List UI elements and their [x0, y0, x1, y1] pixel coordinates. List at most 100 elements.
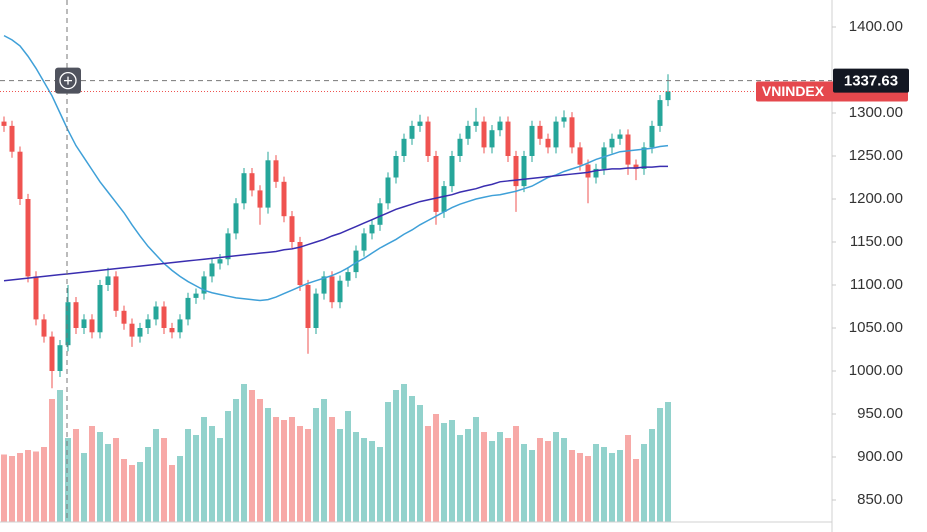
- volume-bar: [105, 444, 111, 522]
- volume-bar: [329, 417, 335, 522]
- candle-body: [113, 276, 119, 311]
- volume-bar: [465, 429, 471, 522]
- candle-body: [289, 216, 295, 242]
- candle-body: [345, 272, 351, 281]
- candle-body: [553, 121, 559, 148]
- y-tick-label: 1300.00: [849, 104, 903, 121]
- volume-bar: [169, 465, 175, 522]
- y-tick-label: 850.00: [857, 491, 903, 508]
- candle-body: [329, 276, 335, 303]
- price-pane: [1, 34, 671, 389]
- candle-body: [201, 276, 207, 294]
- candle-body: [273, 160, 279, 182]
- y-tick-label: 1200.00: [849, 190, 903, 207]
- volume-bar: [553, 432, 559, 522]
- candle-body: [41, 319, 47, 337]
- volume-bar: [521, 444, 527, 522]
- y-tick-label: 950.00: [857, 405, 903, 422]
- volume-bar: [25, 450, 31, 522]
- volume-bar: [561, 438, 567, 522]
- volume-bar: [9, 456, 15, 522]
- volume-bar: [65, 438, 71, 522]
- candle-body: [577, 147, 583, 165]
- volume-bar: [609, 453, 615, 522]
- candle-body: [65, 302, 71, 346]
- volume-bar: [513, 426, 519, 522]
- volume-bar: [233, 399, 239, 522]
- volume-bar: [265, 408, 271, 522]
- volume-bar: [481, 432, 487, 522]
- candle-body: [1, 121, 7, 126]
- volume-bar: [401, 384, 407, 522]
- candle-body: [265, 160, 271, 208]
- candle-body: [353, 250, 359, 273]
- candle-body: [497, 121, 503, 131]
- candle-body: [57, 345, 63, 371]
- volume-bar: [625, 435, 631, 522]
- candle-body: [305, 285, 311, 328]
- candle-body: [569, 117, 575, 148]
- candle-body: [585, 164, 591, 178]
- candle-body: [281, 181, 287, 217]
- volume-bar: [529, 450, 535, 522]
- candle-body: [81, 319, 87, 328]
- candle-body: [649, 125, 655, 148]
- volume-bar: [649, 429, 655, 522]
- volume-bar: [129, 465, 135, 522]
- volume-bar: [161, 438, 167, 522]
- candle-body: [433, 156, 439, 212]
- y-tick-label: 1150.00: [850, 233, 903, 250]
- volume-bar: [409, 396, 415, 522]
- candle-body: [217, 259, 223, 264]
- candle-body: [545, 138, 551, 148]
- volume-bar: [1, 454, 7, 522]
- volume-bar: [505, 438, 511, 522]
- volume-bar: [433, 414, 439, 522]
- candle-body: [393, 156, 399, 178]
- volume-bar: [185, 429, 191, 522]
- volume-bar: [321, 399, 327, 522]
- volume-pane: [1, 384, 671, 522]
- volume-bar: [361, 438, 367, 522]
- volume-bar: [89, 426, 95, 522]
- volume-bar: [33, 451, 39, 522]
- volume-bar: [585, 456, 591, 522]
- candle-body: [513, 156, 519, 187]
- candle-body: [97, 285, 103, 333]
- candle-body: [385, 177, 391, 204]
- candle-body: [145, 319, 151, 328]
- price-axis: 1400.00 1300.00 1250.00 1200.00 1150.00 1100.…: [832, 18, 903, 508]
- volume-bar: [393, 390, 399, 522]
- volume-bar: [137, 462, 143, 522]
- volume-bar: [665, 402, 671, 522]
- volume-bar: [201, 417, 207, 522]
- candle-body: [601, 147, 607, 169]
- add-button-plus: [64, 76, 72, 85]
- candle-body: [9, 125, 15, 152]
- volume-bar: [193, 435, 199, 522]
- volume-bar: [217, 438, 223, 522]
- candle-body: [297, 242, 303, 285]
- candle-body: [521, 156, 527, 187]
- candle-body: [241, 173, 247, 204]
- candle-body: [593, 168, 599, 178]
- volume-bar: [297, 426, 303, 522]
- volume-bar: [577, 453, 583, 522]
- volume-bar: [257, 399, 263, 522]
- volume-bar: [41, 447, 47, 522]
- volume-bar: [249, 390, 255, 522]
- volume-bar: [497, 432, 503, 522]
- volume-bar: [473, 417, 479, 522]
- volume-bar: [153, 429, 159, 522]
- volume-bar: [57, 390, 63, 522]
- volume-bar: [209, 426, 215, 522]
- candle-body: [457, 138, 463, 156]
- candle-body: [481, 121, 487, 148]
- volume-bar: [641, 444, 647, 522]
- volume-bar: [281, 420, 287, 522]
- volume-bar: [17, 453, 23, 522]
- crosshair-price-label: 1337.63: [844, 73, 898, 90]
- symbol-label: VNINDEX: [762, 83, 825, 99]
- y-tick-label: 1050.00: [849, 319, 903, 336]
